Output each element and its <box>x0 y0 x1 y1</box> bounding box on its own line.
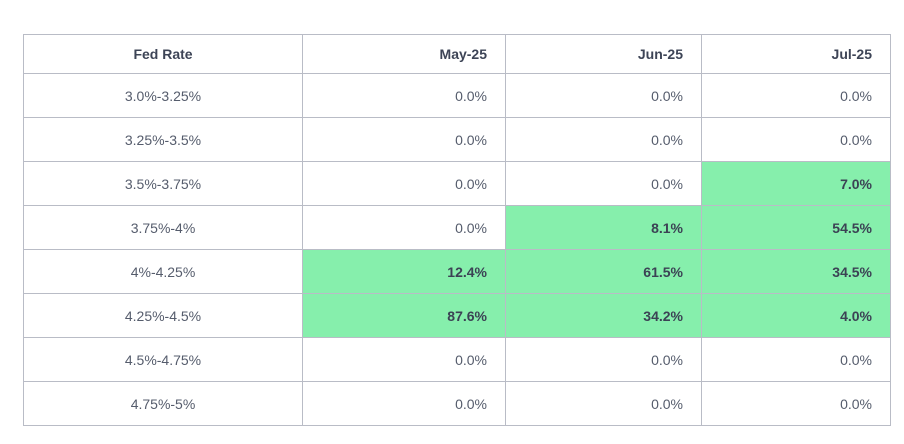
table-row: 4%-4.25% 12.4% 61.5% 34.5% <box>23 249 891 294</box>
rate-range-cell: 3.0%-3.25% <box>23 73 303 118</box>
column-header-jul-25: Jul-25 <box>701 34 891 74</box>
rate-range-cell: 3.75%-4% <box>23 205 303 250</box>
probability-cell: 0.0% <box>302 337 506 382</box>
table-body: 3.0%-3.25% 0.0% 0.0% 0.0% 3.25%-3.5% 0.0% 0.0%… <box>23 73 891 426</box>
probability-cell: 34.2% <box>505 293 702 338</box>
rate-range-cell: 4.75%-5% <box>23 381 303 426</box>
probability-cell: 0.0% <box>701 73 891 118</box>
probability-cell: 61.5% <box>505 249 702 294</box>
column-header-may-25: May-25 <box>302 34 506 74</box>
rate-range-cell: 3.5%-3.75% <box>23 161 303 206</box>
probability-cell: 4.0% <box>701 293 891 338</box>
rate-range-cell: 4.5%-4.75% <box>23 337 303 382</box>
probability-cell: 0.0% <box>701 117 891 162</box>
table-row: 3.75%-4% 0.0% 8.1% 54.5% <box>23 205 891 250</box>
rate-range-cell: 4.25%-4.5% <box>23 293 303 338</box>
probability-cell: 0.0% <box>505 161 702 206</box>
fed-rate-probability-table-container: Fed Rate May-25 Jun-25 Jul-25 3.0%-3.25%… <box>23 34 891 426</box>
probability-cell: 0.0% <box>505 381 702 426</box>
table-row: 4.5%-4.75% 0.0% 0.0% 0.0% <box>23 337 891 382</box>
probability-cell: 0.0% <box>302 73 506 118</box>
rate-range-cell: 4%-4.25% <box>23 249 303 294</box>
probability-cell: 0.0% <box>505 117 702 162</box>
column-header-jun-25: Jun-25 <box>505 34 702 74</box>
probability-cell: 12.4% <box>302 249 506 294</box>
probability-cell: 54.5% <box>701 205 891 250</box>
table-row: 4.25%-4.5% 87.6% 34.2% 4.0% <box>23 293 891 338</box>
probability-cell: 0.0% <box>701 337 891 382</box>
table-row: 3.25%-3.5% 0.0% 0.0% 0.0% <box>23 117 891 162</box>
probability-cell: 8.1% <box>505 205 702 250</box>
probability-cell: 0.0% <box>505 73 702 118</box>
column-header-fed-rate: Fed Rate <box>23 34 303 74</box>
probability-cell: 0.0% <box>302 381 506 426</box>
probability-cell: 0.0% <box>302 205 506 250</box>
table-row: 3.0%-3.25% 0.0% 0.0% 0.0% <box>23 73 891 118</box>
table-row: 4.75%-5% 0.0% 0.0% 0.0% <box>23 381 891 426</box>
probability-cell: 7.0% <box>701 161 891 206</box>
fed-rate-probability-table: Fed Rate May-25 Jun-25 Jul-25 3.0%-3.25%… <box>23 34 891 426</box>
probability-cell: 0.0% <box>701 381 891 426</box>
probability-cell: 34.5% <box>701 249 891 294</box>
rate-range-cell: 3.25%-3.5% <box>23 117 303 162</box>
table-row: 3.5%-3.75% 0.0% 0.0% 7.0% <box>23 161 891 206</box>
table-header-row: Fed Rate May-25 Jun-25 Jul-25 <box>23 34 891 74</box>
probability-cell: 0.0% <box>505 337 702 382</box>
probability-cell: 87.6% <box>302 293 506 338</box>
probability-cell: 0.0% <box>302 117 506 162</box>
probability-cell: 0.0% <box>302 161 506 206</box>
